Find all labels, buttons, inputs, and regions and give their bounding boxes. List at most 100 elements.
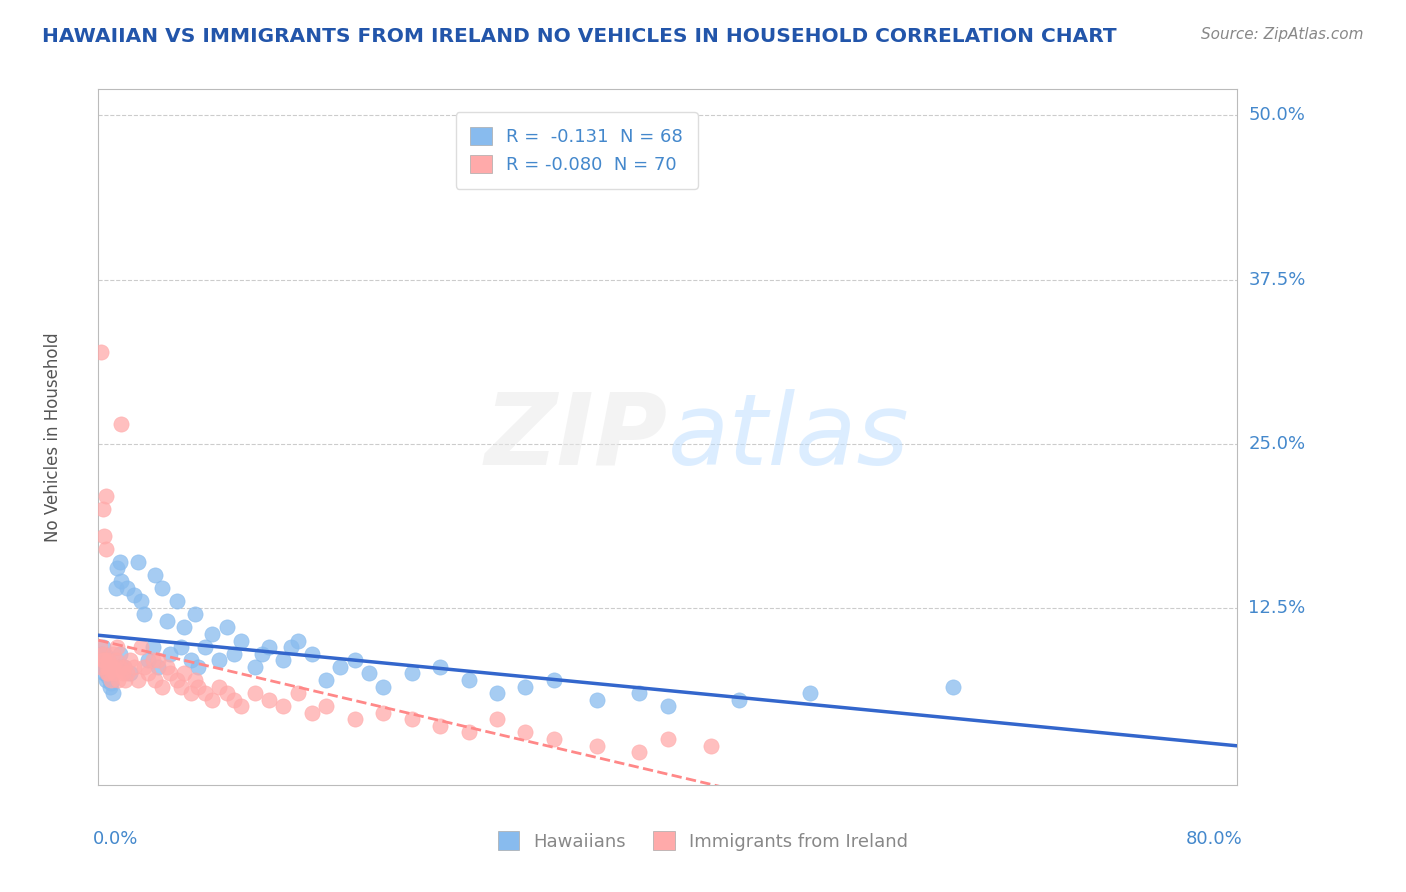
Text: 50.0%: 50.0% [1249, 106, 1305, 125]
Point [657, 731, 679, 746]
Point [429, 660, 451, 674]
Point [132, 660, 155, 674]
Point [90, 344, 112, 359]
Point [108, 647, 131, 661]
Point [93, 653, 115, 667]
Point [94, 673, 117, 687]
Point [148, 660, 170, 674]
Point [184, 607, 207, 622]
Point [90, 647, 112, 661]
Point [215, 686, 238, 700]
Point [401, 712, 423, 726]
Point [166, 673, 188, 687]
Point [97, 666, 120, 681]
Point [93, 528, 115, 542]
Point [97, 653, 120, 667]
Point [97, 670, 120, 684]
Point [118, 653, 141, 667]
Point [91, 640, 114, 654]
Point [628, 745, 651, 759]
Text: 37.5%: 37.5% [1249, 270, 1306, 288]
Point [301, 647, 323, 661]
Point [111, 666, 134, 681]
Text: 12.5%: 12.5% [1249, 599, 1306, 616]
Point [250, 647, 273, 661]
Point [98, 680, 121, 694]
Point [96, 660, 118, 674]
Point [91, 660, 114, 674]
Point [115, 666, 138, 681]
Point [156, 614, 179, 628]
Point [96, 662, 118, 676]
Text: No Vehicles in Household: No Vehicles in Household [44, 332, 62, 542]
Point [208, 680, 231, 694]
Point [301, 706, 323, 720]
Point [91, 653, 114, 667]
Point [215, 620, 238, 634]
Point [942, 680, 965, 694]
Point [112, 660, 135, 674]
Point [145, 673, 167, 687]
Point [101, 660, 124, 674]
Point [127, 673, 149, 687]
Point [101, 686, 124, 700]
Point [127, 555, 149, 569]
Point [515, 725, 537, 739]
Point [657, 699, 679, 714]
Point [115, 581, 138, 595]
Point [94, 649, 117, 664]
Point [108, 555, 131, 569]
Point [259, 640, 281, 654]
Point [429, 719, 451, 733]
Point [101, 647, 124, 661]
Point [122, 660, 145, 674]
Point [105, 640, 128, 654]
Point [180, 686, 202, 700]
Point [187, 660, 209, 674]
Point [170, 680, 193, 694]
Point [194, 640, 217, 654]
Point [486, 686, 509, 700]
Point [145, 568, 167, 582]
Point [343, 712, 366, 726]
Point [329, 660, 352, 674]
Point [94, 489, 117, 503]
Point [112, 660, 135, 674]
Text: ZIP: ZIP [485, 389, 668, 485]
Point [180, 653, 202, 667]
Point [94, 541, 117, 556]
Point [91, 647, 114, 661]
Text: 80.0%: 80.0% [1187, 830, 1243, 848]
Point [110, 574, 132, 589]
Point [141, 653, 163, 667]
Point [108, 660, 131, 674]
Point [170, 640, 193, 654]
Point [114, 673, 136, 687]
Point [89, 640, 111, 654]
Point [201, 627, 224, 641]
Point [728, 692, 751, 706]
Point [799, 686, 821, 700]
Point [280, 640, 302, 654]
Point [96, 666, 118, 681]
Point [373, 706, 395, 720]
Point [100, 673, 122, 687]
Point [357, 666, 380, 681]
Point [118, 666, 141, 681]
Point [273, 699, 295, 714]
Point [159, 647, 181, 661]
Point [98, 660, 121, 674]
Point [699, 739, 721, 753]
Point [222, 647, 245, 661]
Point [287, 686, 309, 700]
Point [273, 653, 295, 667]
Point [457, 725, 479, 739]
Point [315, 699, 337, 714]
Point [104, 581, 127, 595]
Point [287, 633, 309, 648]
Point [401, 666, 423, 681]
Point [585, 739, 607, 753]
Point [201, 692, 224, 706]
Point [132, 607, 155, 622]
Point [184, 673, 207, 687]
